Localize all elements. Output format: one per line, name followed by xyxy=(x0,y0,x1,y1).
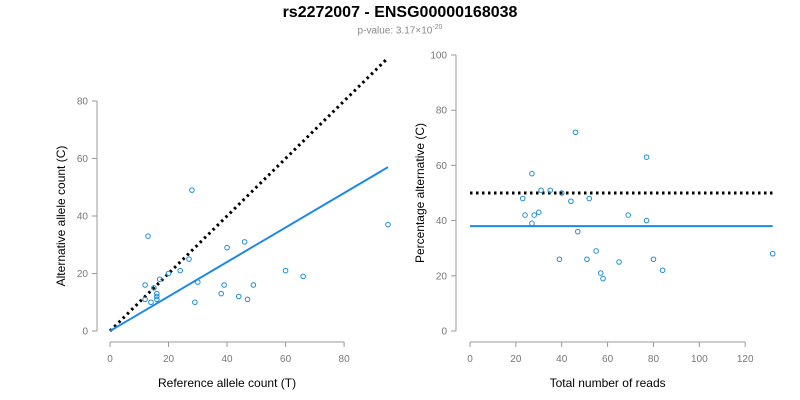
chart-title: rs2272007 - ENSG00000168038 xyxy=(282,4,518,21)
data-point xyxy=(282,267,289,274)
x-tick-label: 40 xyxy=(221,354,233,365)
subtitle-text: p-value: 3.17×10 xyxy=(357,25,433,37)
data-point xyxy=(194,279,201,285)
allele-count-plot: 0 20 40 60 80 Reference allele count (T) 0 20 40… xyxy=(54,56,391,390)
data-point xyxy=(529,170,535,177)
y-tick-label: 60 xyxy=(77,154,89,165)
data-point xyxy=(650,256,657,263)
data-point xyxy=(154,290,160,297)
data-point xyxy=(659,267,666,274)
data-point xyxy=(300,273,306,280)
data-point xyxy=(250,282,257,288)
y-tick-label: 40 xyxy=(436,216,448,227)
data-point xyxy=(556,256,563,263)
data-point xyxy=(568,198,574,205)
data-point xyxy=(154,296,160,303)
data-point xyxy=(535,209,542,216)
data-point xyxy=(529,220,535,227)
y-tick-label: 0 xyxy=(441,327,447,338)
x-axis-title: Reference allele count (T) xyxy=(158,376,296,390)
data-point xyxy=(189,187,195,193)
data-point xyxy=(643,217,650,224)
x-tick-label: 20 xyxy=(163,354,175,365)
y-axis-title: Alternative allele count (C) xyxy=(54,146,68,287)
y-tick-label: 80 xyxy=(436,106,448,117)
x-axis-title: Total number of reads xyxy=(550,376,666,390)
data-point xyxy=(235,293,242,300)
data-point xyxy=(547,187,554,194)
y-axis-title: Percentage alternative (C) xyxy=(413,123,427,263)
data-point xyxy=(616,259,622,265)
data-point xyxy=(574,228,581,235)
x-tick-label: 20 xyxy=(510,354,522,365)
x-tick-label: 40 xyxy=(556,354,568,365)
data-point xyxy=(148,299,154,306)
data-point xyxy=(586,195,593,202)
y-tick-label: 20 xyxy=(77,269,89,280)
data-point xyxy=(593,248,599,254)
data-point xyxy=(156,276,163,283)
data-point xyxy=(519,195,526,202)
data-point xyxy=(151,285,157,291)
data-point xyxy=(385,221,391,228)
x-tick-label: 0 xyxy=(467,354,473,365)
x-tick-label: 60 xyxy=(602,354,614,365)
x-tick-label: 80 xyxy=(648,354,660,365)
data-point xyxy=(218,290,224,297)
data-point xyxy=(558,190,565,196)
data-point xyxy=(625,212,632,218)
data-point xyxy=(522,212,528,218)
y-tick-label: 100 xyxy=(430,51,447,62)
data-point xyxy=(186,256,192,262)
x-tick-label: 60 xyxy=(280,354,292,365)
data-point xyxy=(221,282,227,288)
data-point xyxy=(531,212,538,218)
y-tick-label: 40 xyxy=(77,212,89,223)
y-tick-label: 0 xyxy=(82,327,88,338)
reference-line xyxy=(108,56,390,333)
data-point xyxy=(224,244,230,251)
percentage-plot: 0 20 40 60 80 100 120 Total number of reads 0 20 4… xyxy=(413,51,776,390)
y-tick-label: 80 xyxy=(77,97,89,108)
fit-line xyxy=(109,166,389,332)
data-point xyxy=(142,296,148,303)
data-point xyxy=(241,239,248,245)
data-point xyxy=(154,293,160,300)
data-point xyxy=(145,233,151,239)
data-point xyxy=(600,275,606,282)
data-point xyxy=(584,256,590,263)
data-point xyxy=(572,129,579,136)
data-point xyxy=(538,187,544,194)
x-tick-label: 100 xyxy=(691,354,708,365)
data-point xyxy=(597,270,604,276)
data-point xyxy=(165,270,172,277)
data-point xyxy=(769,250,776,257)
y-tick-label: 20 xyxy=(436,271,448,282)
chart-subtitle: p-value: 3.17×10-20 xyxy=(0,24,800,36)
data-point xyxy=(244,296,251,303)
data-point xyxy=(192,299,198,306)
x-tick-label: 80 xyxy=(339,354,351,365)
data-point xyxy=(142,282,148,288)
subtitle-exponent: -20 xyxy=(432,24,443,31)
y-tick-label: 60 xyxy=(436,161,448,172)
data-point xyxy=(177,267,184,274)
x-tick-label: 0 xyxy=(107,354,113,365)
data-point xyxy=(643,154,650,160)
x-tick-label: 120 xyxy=(737,354,754,365)
